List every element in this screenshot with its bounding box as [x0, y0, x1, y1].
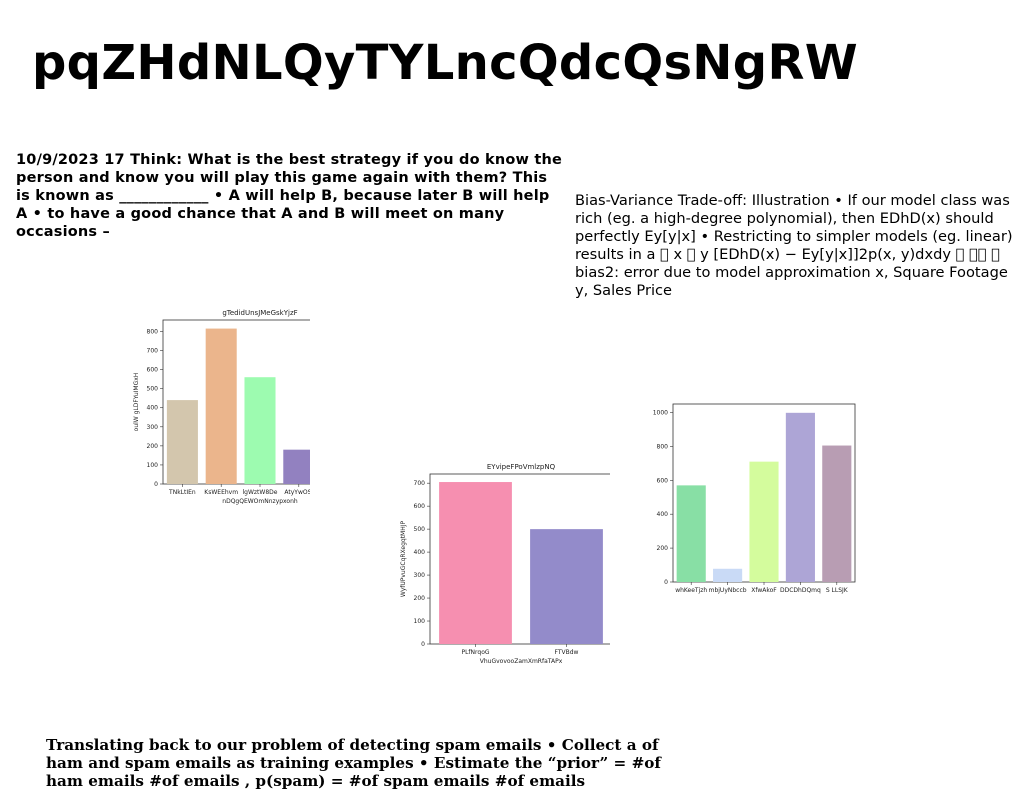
bar-0 [439, 482, 512, 644]
y-tick-label: 500 [147, 386, 159, 393]
x-tick-label: FTVBdw [555, 649, 579, 656]
y-tick-label: 0 [154, 481, 158, 488]
y-tick-label: 1000 [653, 409, 668, 416]
bias-variance-paragraph: Bias-Variance Trade-off: Illustration • … [575, 192, 1013, 299]
y-axis-label: WyfUPvuGCqRXegqtMHJP [400, 520, 407, 597]
chart-title: gTedidUnsJMeGskYjzF [222, 309, 297, 317]
bar-1 [530, 529, 603, 644]
plot-frame [429, 473, 610, 645]
x-axis-label: nDQgQEWOmNnzypxonh [222, 498, 298, 505]
y-tick-label: 100 [414, 618, 426, 625]
y-tick-label: 300 [414, 572, 426, 579]
spam-paragraph: Translating back to our problem of detec… [46, 736, 661, 790]
bar-1 [205, 328, 237, 484]
x-tick-label: whKeeTjzh [675, 587, 707, 594]
bar-chart-2: 0 100 200 300 400 500 600 700 PLfNrqoG FTVBdw EYvi… [395, 457, 610, 672]
bar-4 [822, 445, 852, 582]
y-tick-label: 700 [147, 348, 159, 355]
x-tick-label: mbjUyNbccb [709, 587, 747, 594]
x-tick-label: DDCDhDQmq [780, 587, 821, 594]
y-tick-label: 400 [657, 511, 669, 518]
y-tick-label: 400 [147, 405, 159, 412]
x-tick-label: XfwAkoF [751, 587, 777, 594]
x-axis-label: VhuGvovooZamXmRfaTAPx [480, 658, 563, 665]
x-tick-label: TNkLtIEn [168, 489, 196, 496]
page-title: pqZHdNLQyTYLncQdcQsNgRW [32, 35, 858, 91]
x-tick-label: S LLSJK [826, 587, 849, 594]
bar-3 [283, 449, 310, 484]
bar-2 [244, 377, 276, 484]
y-tick-label: 200 [414, 595, 426, 602]
y-tick-label: 200 [657, 545, 669, 552]
bar-chart-3: 0 200 400 600 800 1000 whKeeTjzh mbjUyNbccb XfwA… [645, 396, 865, 600]
y-axis-label: oulW gLDFYuIMGxH [133, 373, 140, 432]
bar-0 [166, 400, 198, 484]
x-tick-label: AtyYwOSJ [284, 489, 310, 496]
y-tick-label: 200 [147, 443, 159, 450]
y-tick-label: 0 [421, 641, 425, 648]
y-tick-label: 100 [147, 462, 159, 469]
y-tick-label: 800 [657, 443, 669, 450]
bar-chart-1: 0 100 200 300 400 500 600 700 800 TNkLtIEn KsWEEhv… [95, 300, 310, 510]
y-tick-label: 600 [657, 477, 669, 484]
x-tick-label: KsWEEhvm [204, 489, 238, 496]
bar-0 [676, 485, 706, 582]
strategy-paragraph: 10/9/2023 17 Think: What is the best str… [16, 152, 563, 240]
y-tick-label: 600 [147, 367, 159, 374]
y-tick-label: 300 [147, 424, 159, 431]
chart-title: EYvipeFPoVmlzpNQ [487, 463, 556, 471]
x-tick-label: lgWztW8De [243, 489, 278, 496]
y-tick-label: 700 [414, 480, 426, 487]
bar-1 [713, 568, 743, 582]
bar-3 [785, 412, 815, 582]
y-tick-label: 0 [664, 579, 668, 586]
y-tick-label: 400 [414, 549, 426, 556]
bar-2 [749, 461, 779, 582]
y-tick-label: 500 [414, 526, 426, 533]
y-tick-label: 600 [414, 503, 426, 510]
y-tick-label: 800 [147, 328, 159, 335]
x-tick-label: PLfNrqoG [461, 649, 489, 656]
